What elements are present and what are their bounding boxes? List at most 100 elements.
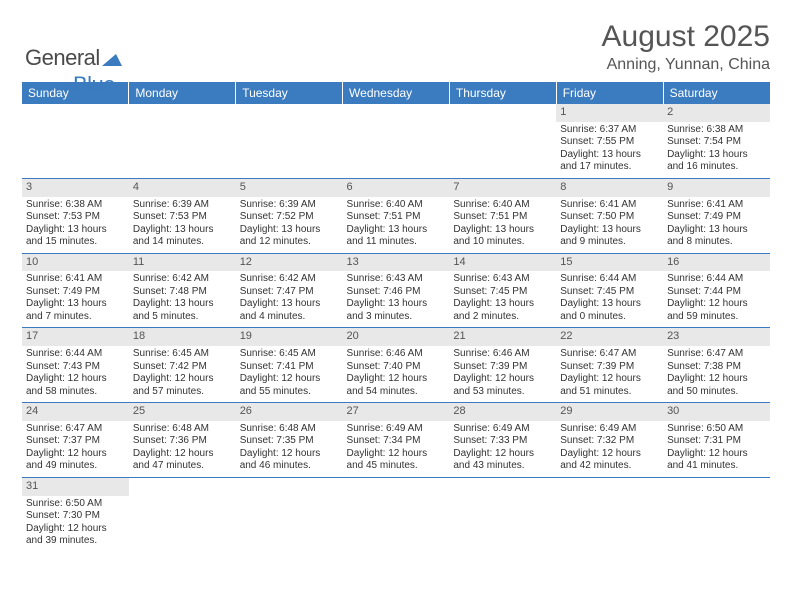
day-details: Sunrise: 6:42 AMSunset: 7:48 PMDaylight:… bbox=[129, 271, 236, 327]
day-details: Sunrise: 6:47 AMSunset: 7:37 PMDaylight:… bbox=[22, 421, 129, 477]
daylight-text: Daylight: 12 hours and 59 minutes. bbox=[667, 298, 766, 323]
logo: General Blue bbox=[25, 45, 122, 98]
sunset-text: Sunset: 7:34 PM bbox=[347, 435, 446, 448]
sunrise-text: Sunrise: 6:44 AM bbox=[667, 273, 766, 286]
day-details: Sunrise: 6:44 AMSunset: 7:43 PMDaylight:… bbox=[22, 346, 129, 402]
calendar-day-cell: 16Sunrise: 6:44 AMSunset: 7:44 PMDayligh… bbox=[663, 253, 770, 328]
weekday-header: Wednesday bbox=[343, 82, 450, 104]
day-number: 17 bbox=[22, 328, 129, 346]
sunset-text: Sunset: 7:44 PM bbox=[667, 286, 766, 299]
calendar-week-row: 31Sunrise: 6:50 AMSunset: 7:30 PMDayligh… bbox=[22, 477, 770, 551]
day-details: Sunrise: 6:39 AMSunset: 7:52 PMDaylight:… bbox=[236, 197, 343, 253]
calendar-day-cell: 9Sunrise: 6:41 AMSunset: 7:49 PMDaylight… bbox=[663, 178, 770, 253]
calendar-day-cell: 24Sunrise: 6:47 AMSunset: 7:37 PMDayligh… bbox=[22, 403, 129, 478]
sunrise-text: Sunrise: 6:43 AM bbox=[347, 273, 446, 286]
day-number: 4 bbox=[129, 179, 236, 197]
sunrise-text: Sunrise: 6:43 AM bbox=[453, 273, 552, 286]
calendar-week-row: 3Sunrise: 6:38 AMSunset: 7:53 PMDaylight… bbox=[22, 178, 770, 253]
sunset-text: Sunset: 7:41 PM bbox=[240, 361, 339, 374]
day-details: Sunrise: 6:42 AMSunset: 7:47 PMDaylight:… bbox=[236, 271, 343, 327]
calendar-day-cell: 5Sunrise: 6:39 AMSunset: 7:52 PMDaylight… bbox=[236, 178, 343, 253]
day-number: 21 bbox=[449, 328, 556, 346]
daylight-text: Daylight: 12 hours and 46 minutes. bbox=[240, 448, 339, 473]
day-details: Sunrise: 6:46 AMSunset: 7:39 PMDaylight:… bbox=[449, 346, 556, 402]
day-details: Sunrise: 6:46 AMSunset: 7:40 PMDaylight:… bbox=[343, 346, 450, 402]
sunset-text: Sunset: 7:43 PM bbox=[26, 361, 125, 374]
sunrise-text: Sunrise: 6:46 AM bbox=[347, 348, 446, 361]
day-details: Sunrise: 6:45 AMSunset: 7:42 PMDaylight:… bbox=[129, 346, 236, 402]
sunrise-text: Sunrise: 6:44 AM bbox=[26, 348, 125, 361]
day-number: 10 bbox=[22, 254, 129, 272]
weekday-header-row: Sunday Monday Tuesday Wednesday Thursday… bbox=[22, 82, 770, 104]
day-number: 25 bbox=[129, 403, 236, 421]
calendar-day-cell bbox=[343, 477, 450, 551]
calendar-day-cell: 22Sunrise: 6:47 AMSunset: 7:39 PMDayligh… bbox=[556, 328, 663, 403]
day-details: Sunrise: 6:40 AMSunset: 7:51 PMDaylight:… bbox=[449, 197, 556, 253]
calendar-day-cell: 13Sunrise: 6:43 AMSunset: 7:46 PMDayligh… bbox=[343, 253, 450, 328]
sunrise-text: Sunrise: 6:48 AM bbox=[240, 423, 339, 436]
calendar-day-cell bbox=[449, 477, 556, 551]
sunset-text: Sunset: 7:53 PM bbox=[133, 211, 232, 224]
day-number: 20 bbox=[343, 328, 450, 346]
sunrise-text: Sunrise: 6:48 AM bbox=[133, 423, 232, 436]
calendar-day-cell: 15Sunrise: 6:44 AMSunset: 7:45 PMDayligh… bbox=[556, 253, 663, 328]
daylight-text: Daylight: 13 hours and 11 minutes. bbox=[347, 224, 446, 249]
day-number: 24 bbox=[22, 403, 129, 421]
sunrise-text: Sunrise: 6:38 AM bbox=[667, 124, 766, 137]
calendar-day-cell: 14Sunrise: 6:43 AMSunset: 7:45 PMDayligh… bbox=[449, 253, 556, 328]
sunset-text: Sunset: 7:39 PM bbox=[560, 361, 659, 374]
weekday-header: Monday bbox=[129, 82, 236, 104]
calendar-day-cell: 31Sunrise: 6:50 AMSunset: 7:30 PMDayligh… bbox=[22, 477, 129, 551]
logo-text1: General bbox=[25, 45, 100, 70]
weekday-header: Saturday bbox=[663, 82, 770, 104]
daylight-text: Daylight: 13 hours and 3 minutes. bbox=[347, 298, 446, 323]
sunrise-text: Sunrise: 6:50 AM bbox=[667, 423, 766, 436]
day-number: 30 bbox=[663, 403, 770, 421]
sunrise-text: Sunrise: 6:49 AM bbox=[347, 423, 446, 436]
day-number: 23 bbox=[663, 328, 770, 346]
daylight-text: Daylight: 13 hours and 12 minutes. bbox=[240, 224, 339, 249]
calendar-day-cell bbox=[22, 104, 129, 178]
sunrise-text: Sunrise: 6:37 AM bbox=[560, 124, 659, 137]
logo-text2: Blue bbox=[73, 72, 115, 97]
weekday-header: Tuesday bbox=[236, 82, 343, 104]
daylight-text: Daylight: 12 hours and 55 minutes. bbox=[240, 373, 339, 398]
sunset-text: Sunset: 7:31 PM bbox=[667, 435, 766, 448]
day-details: Sunrise: 6:49 AMSunset: 7:34 PMDaylight:… bbox=[343, 421, 450, 477]
daylight-text: Daylight: 13 hours and 5 minutes. bbox=[133, 298, 232, 323]
sunset-text: Sunset: 7:48 PM bbox=[133, 286, 232, 299]
calendar-week-row: 24Sunrise: 6:47 AMSunset: 7:37 PMDayligh… bbox=[22, 403, 770, 478]
calendar-day-cell: 26Sunrise: 6:48 AMSunset: 7:35 PMDayligh… bbox=[236, 403, 343, 478]
calendar-week-row: 1Sunrise: 6:37 AMSunset: 7:55 PMDaylight… bbox=[22, 104, 770, 178]
logo-triangle-icon bbox=[102, 46, 122, 72]
page-title: August 2025 bbox=[22, 20, 770, 54]
day-number: 2 bbox=[663, 104, 770, 122]
daylight-text: Daylight: 12 hours and 47 minutes. bbox=[133, 448, 232, 473]
sunset-text: Sunset: 7:38 PM bbox=[667, 361, 766, 374]
calendar-day-cell: 12Sunrise: 6:42 AMSunset: 7:47 PMDayligh… bbox=[236, 253, 343, 328]
sunrise-text: Sunrise: 6:49 AM bbox=[560, 423, 659, 436]
daylight-text: Daylight: 12 hours and 51 minutes. bbox=[560, 373, 659, 398]
day-number: 19 bbox=[236, 328, 343, 346]
daylight-text: Daylight: 13 hours and 2 minutes. bbox=[453, 298, 552, 323]
day-number: 8 bbox=[556, 179, 663, 197]
weekday-header: Thursday bbox=[449, 82, 556, 104]
sunset-text: Sunset: 7:37 PM bbox=[26, 435, 125, 448]
day-number: 7 bbox=[449, 179, 556, 197]
sunrise-text: Sunrise: 6:42 AM bbox=[133, 273, 232, 286]
calendar-day-cell: 28Sunrise: 6:49 AMSunset: 7:33 PMDayligh… bbox=[449, 403, 556, 478]
daylight-text: Daylight: 13 hours and 15 minutes. bbox=[26, 224, 125, 249]
sunset-text: Sunset: 7:45 PM bbox=[560, 286, 659, 299]
day-details: Sunrise: 6:48 AMSunset: 7:35 PMDaylight:… bbox=[236, 421, 343, 477]
calendar-day-cell bbox=[663, 477, 770, 551]
calendar-day-cell bbox=[129, 477, 236, 551]
sunset-text: Sunset: 7:30 PM bbox=[26, 510, 125, 523]
sunrise-text: Sunrise: 6:44 AM bbox=[560, 273, 659, 286]
day-number: 22 bbox=[556, 328, 663, 346]
day-number: 26 bbox=[236, 403, 343, 421]
sunrise-text: Sunrise: 6:41 AM bbox=[667, 199, 766, 212]
sunrise-text: Sunrise: 6:39 AM bbox=[133, 199, 232, 212]
day-number: 9 bbox=[663, 179, 770, 197]
sunrise-text: Sunrise: 6:38 AM bbox=[26, 199, 125, 212]
day-details: Sunrise: 6:47 AMSunset: 7:38 PMDaylight:… bbox=[663, 346, 770, 402]
